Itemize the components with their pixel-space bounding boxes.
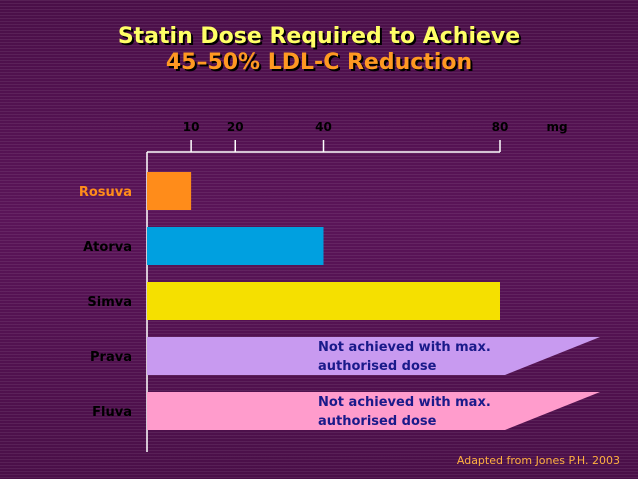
tick-label: 10: [183, 120, 200, 134]
category-label: Rosuva: [79, 185, 132, 200]
category-labels: Rosuva Atorva Simva Prava Fluva: [79, 185, 132, 420]
bar: [147, 282, 500, 320]
not-achieved-note: authorised dose: [318, 414, 437, 429]
category-label: Fluva: [92, 405, 132, 420]
x-axis-ticks: 10 20 40 80 mg: [183, 120, 568, 152]
chart-subtitle: 45–50% LDL-C Reduction: [165, 50, 473, 75]
tick-label: 80: [492, 120, 509, 134]
tick-label: 20: [227, 120, 244, 134]
category-label: Prava: [90, 350, 132, 365]
not-achieved-band: [147, 392, 600, 430]
bar: [147, 227, 324, 265]
bars: Not achieved with max. authorised dose Not…: [147, 172, 600, 430]
chart-title: Statin Dose Required to Achieve: [117, 24, 521, 49]
category-label: Simva: [87, 295, 132, 310]
not-achieved-note: authorised dose: [318, 359, 437, 374]
category-label: Atorva: [83, 240, 132, 255]
source-citation: Adapted from Jones P.H. 2003: [456, 454, 620, 467]
unit-label: mg: [546, 120, 567, 134]
bar: [147, 172, 192, 210]
not-achieved-note: Not achieved with max.: [318, 395, 491, 410]
not-achieved-band: [147, 337, 600, 375]
not-achieved-note: Not achieved with max.: [318, 340, 491, 355]
tick-label: 40: [315, 120, 332, 134]
